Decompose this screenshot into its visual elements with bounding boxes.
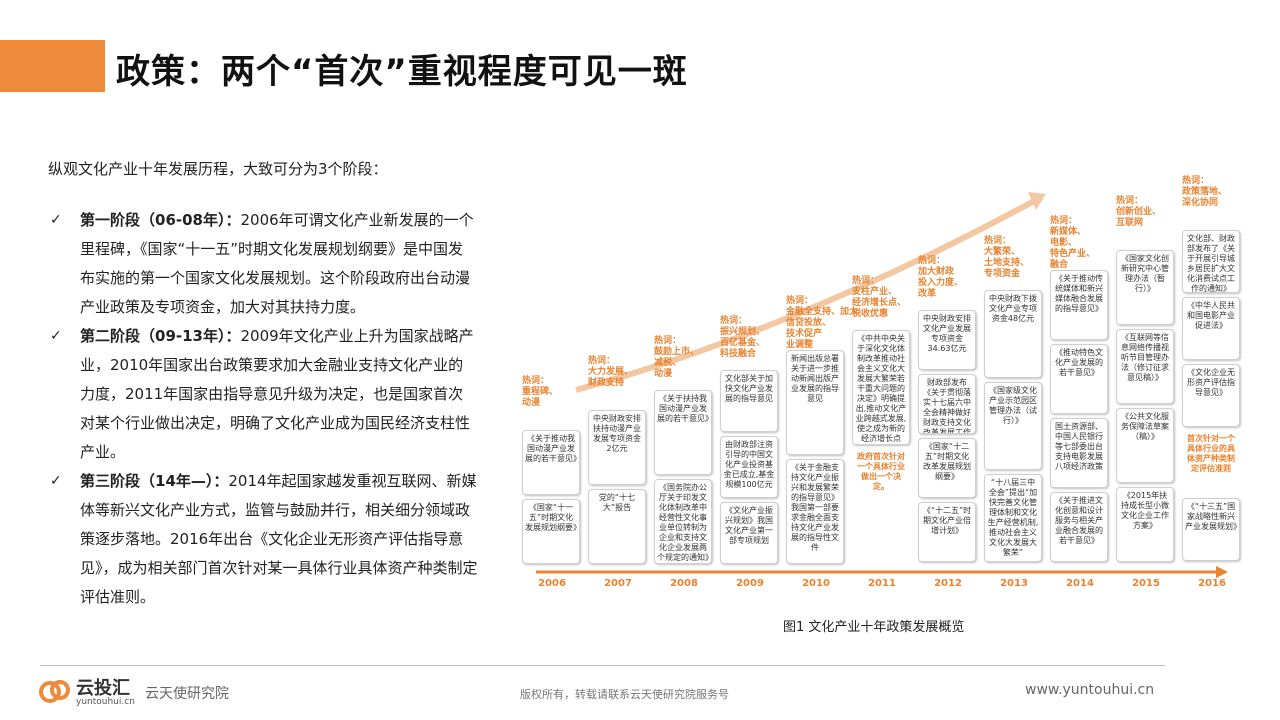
stage-list: ✓ 第一阶段（06-08年）：2006年可谓文化产业新发展的一个里程碑，《国家“… xyxy=(48,206,478,612)
hot-words: 热词： 政策落地、 深化协同 xyxy=(1182,176,1228,208)
stage-text: 2006年可谓文化产业新发展的一个里程碑，《国家“十一五”时期文化发展规划纲要》… xyxy=(80,211,474,316)
stage-text: 2014年起国家越发重视互联网、新媒体等新兴文化产业方式，监管与鼓励并行，相关细… xyxy=(80,472,478,606)
year-label: 2007 xyxy=(604,578,632,589)
policy-box: 《公共文化服务保障法草案（稿）》 xyxy=(1116,408,1174,483)
policy-box: 财政部发布《关于贯彻落实十七届六中全会精神做好财政支持文化改革发展工作的通知》 xyxy=(918,374,976,434)
policy-box: 《中华人民共和国电影产业促进法》 xyxy=(1182,297,1240,360)
intro-text: 纵观文化产业十年发展历程，大致可分为3个阶段： xyxy=(48,160,388,178)
timeline-arrows xyxy=(536,192,1228,578)
policy-box: 政府首次针对一个具体行业做出一个决定。 xyxy=(857,452,905,491)
stage-head: 第二阶段（09-13年）： xyxy=(80,327,241,345)
website-link[interactable]: www.yuntouhui.cn xyxy=(1025,682,1155,698)
year-label: 2011 xyxy=(868,578,896,589)
policy-box: 《关于推进文化创意和设计服务与相关产业融合发展的若干意见》 xyxy=(1050,492,1108,562)
hot-words: 热词： 大力发展、 财政支持 xyxy=(588,356,634,388)
year-label: 2010 xyxy=(802,578,830,589)
stage-item: ✓ 第一阶段（06-08年）：2006年可谓文化产业新发展的一个里程碑，《国家“… xyxy=(48,206,478,322)
logo-text: 云投汇 xyxy=(76,678,130,699)
figure-caption: 图1 文化产业十年政策发展概览 xyxy=(783,620,965,635)
year-label: 2006 xyxy=(538,578,566,589)
policy-box: 《“十二五”时期文化产业倍增计划》 xyxy=(918,502,976,562)
hot-words: 热词： 鼓励上市、 减税、 动漫 xyxy=(654,336,700,379)
policy-box: 中央财政安排文化产业发展专项资金34.63亿元 xyxy=(918,310,976,370)
policy-box: 文化部关于加快文化产业发展的指导意见 xyxy=(720,370,778,432)
hot-words: 热词： 重程碑、 动漫 xyxy=(522,376,559,408)
policy-box: 党的“十七大”报告 xyxy=(588,489,646,564)
hot-words: 热词： 加大财政 投入力度、 改革 xyxy=(918,256,964,299)
org-name: 云天使研究院 xyxy=(145,686,229,702)
stage-head: 第三阶段（14年—）： xyxy=(80,472,229,490)
stage-item: ✓ 第二阶段（09-13年）：2009年文化产业上升为国家战略产业，2010年国… xyxy=(48,322,478,467)
policy-box: 中央财政安排扶持动漫产业发展专项资金2亿元 xyxy=(588,410,646,485)
copyright-notice: 版权所有，转载请联系云天使研究院服务号 xyxy=(520,688,729,701)
policy-box: 由财政部注资引导的中国文化产业投资基金已成立,基金规模100亿元 xyxy=(720,436,778,498)
year-axis-arrowhead xyxy=(1216,566,1228,578)
year-label: 2014 xyxy=(1066,578,1094,589)
hot-words: 热词： 金融全支持、加大 信贷投放、 技术促产 业调整 xyxy=(786,296,859,350)
check-icon: ✓ xyxy=(50,328,62,344)
title-accent-bar xyxy=(0,40,105,92)
hot-words: 热词： 振兴规划、 百亿基金、 科技融合 xyxy=(720,316,766,359)
hot-words: 热词： 大繁荣、 土地支持、 专项资金 xyxy=(984,236,1030,279)
hot-words: 热词： 创新创业、 互联网 xyxy=(1116,196,1162,228)
hot-words: 热词： 支柱产业、 经济增长点、 税收优惠 xyxy=(852,276,907,319)
policy-box: 首次针对一个具体行业的具体资产种类制定评估准则 xyxy=(1187,434,1235,473)
cloud-logo-icon xyxy=(39,680,70,703)
year-label: 2009 xyxy=(736,578,764,589)
policy-box: 《国家级文化产业示范园区管理办法（试行）》 xyxy=(984,382,1042,470)
check-icon: ✓ xyxy=(50,212,62,228)
policy-box: 《国家“十一五”时期文化发展规划纲要》 xyxy=(522,499,580,564)
year-label: 2013 xyxy=(1000,578,1028,589)
stage-text: 2009年文化产业上升为国家战略产业，2010年国家出台政策要求加大金融业支持文… xyxy=(80,327,474,461)
year-label: 2015 xyxy=(1132,578,1160,589)
policy-box: “十八届三中全会”提出“加快完善文化管理体制和文化生产经营机制,推动社会主义文化… xyxy=(984,474,1042,562)
policy-box: 《2015年扶持成长型小微文化企业工作方案》 xyxy=(1116,487,1174,562)
policy-box: 《关于推动我国动漫产业发展的若干意见》 xyxy=(522,430,580,495)
policy-timeline: 热词： 重程碑、 动漫《关于推动我国动漫产业发展的若干意见》 《国家“十一五”时期… xyxy=(516,176,1240,600)
growth-arrow xyxy=(575,197,1038,393)
policy-box: 《推动特色文化产业发展的若干意见》 xyxy=(1050,344,1108,414)
year-label: 2008 xyxy=(670,578,698,589)
policy-box: 《文化产业振兴规划》我国文化产业第一部专项规划 xyxy=(720,502,778,564)
policy-box: 文化部、财政部发布了《关于开展引导城乡居民扩大文化消费试点工作的通知》 xyxy=(1182,230,1240,293)
logo-domain: yuntouhui.cn xyxy=(76,697,135,707)
hot-words: 热词： 新媒体、 电影、 特色产业、 融合 xyxy=(1050,216,1096,270)
policy-box: 《“十三五”国家战略性新兴产业发展规划》 xyxy=(1182,498,1240,561)
policy-box: 《文化企业无形资产评估指导意见》 xyxy=(1182,364,1240,427)
policy-box: 《国家“十二五”时期文化改革发展规划纲要》 xyxy=(918,438,976,498)
policy-box: 《关于推动传统媒体和新兴媒体融合发展的指导意见》 xyxy=(1050,270,1108,340)
policy-box: 《互联网等信息网络传播视听节目管理办法（修订征求意见稿）》 xyxy=(1116,329,1174,404)
page-title: 政策：两个“首次”重视程度可见一斑 xyxy=(116,52,688,92)
stage-head: 第一阶段（06-08年）： xyxy=(80,211,241,229)
policy-box: 《中共中央关于深化文化体制改革推动社会主义文化大发展大繁荣若干重大问题的决定》明… xyxy=(852,330,910,445)
policy-box: 《国家文化创新研究中心管理办法（暂行）》 xyxy=(1116,250,1174,325)
policy-box: 中央财政下拨文化产业专项资金48亿元 xyxy=(984,290,1042,378)
policy-box: 《关于金融支持文化产业振兴和发展繁荣的指导意见》我国第一部要求金融全面支持文化产… xyxy=(786,459,844,564)
policy-box: 《关于扶持我国动漫产业发展的若干意见》 xyxy=(654,390,712,475)
footer-divider xyxy=(40,665,1165,666)
year-label: 2012 xyxy=(934,578,962,589)
check-icon: ✓ xyxy=(50,473,62,489)
policy-box: 国土资源部、中国人民银行等七部委出台支持电影发展八项经济政策 xyxy=(1050,418,1108,488)
stage-item: ✓ 第三阶段（14年—）：2014年起国家越发重视互联网、新媒体等新兴文化产业方… xyxy=(48,467,478,612)
growth-arrowhead xyxy=(1028,192,1046,210)
policy-box: 新闻出版总署关于进一步推动新闻出版产业发展的指导意见 xyxy=(786,350,844,455)
policy-box: 《国务院办公厅关于印发文化体制改革中经营性文化事业单位转制为企业和支持文化企业发… xyxy=(654,479,712,564)
year-label: 2016 xyxy=(1198,578,1226,589)
